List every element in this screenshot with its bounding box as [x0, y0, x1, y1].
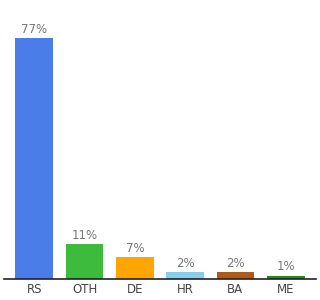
Text: 1%: 1%: [276, 260, 295, 273]
Bar: [217, 272, 254, 279]
Text: 77%: 77%: [21, 23, 47, 36]
Bar: [267, 275, 305, 279]
Bar: [166, 272, 204, 279]
Text: 11%: 11%: [72, 229, 98, 242]
Bar: [66, 244, 103, 279]
Text: 2%: 2%: [226, 257, 245, 270]
Bar: [15, 38, 53, 279]
Text: 7%: 7%: [125, 242, 144, 255]
Bar: [116, 257, 154, 279]
Text: 2%: 2%: [176, 257, 195, 270]
